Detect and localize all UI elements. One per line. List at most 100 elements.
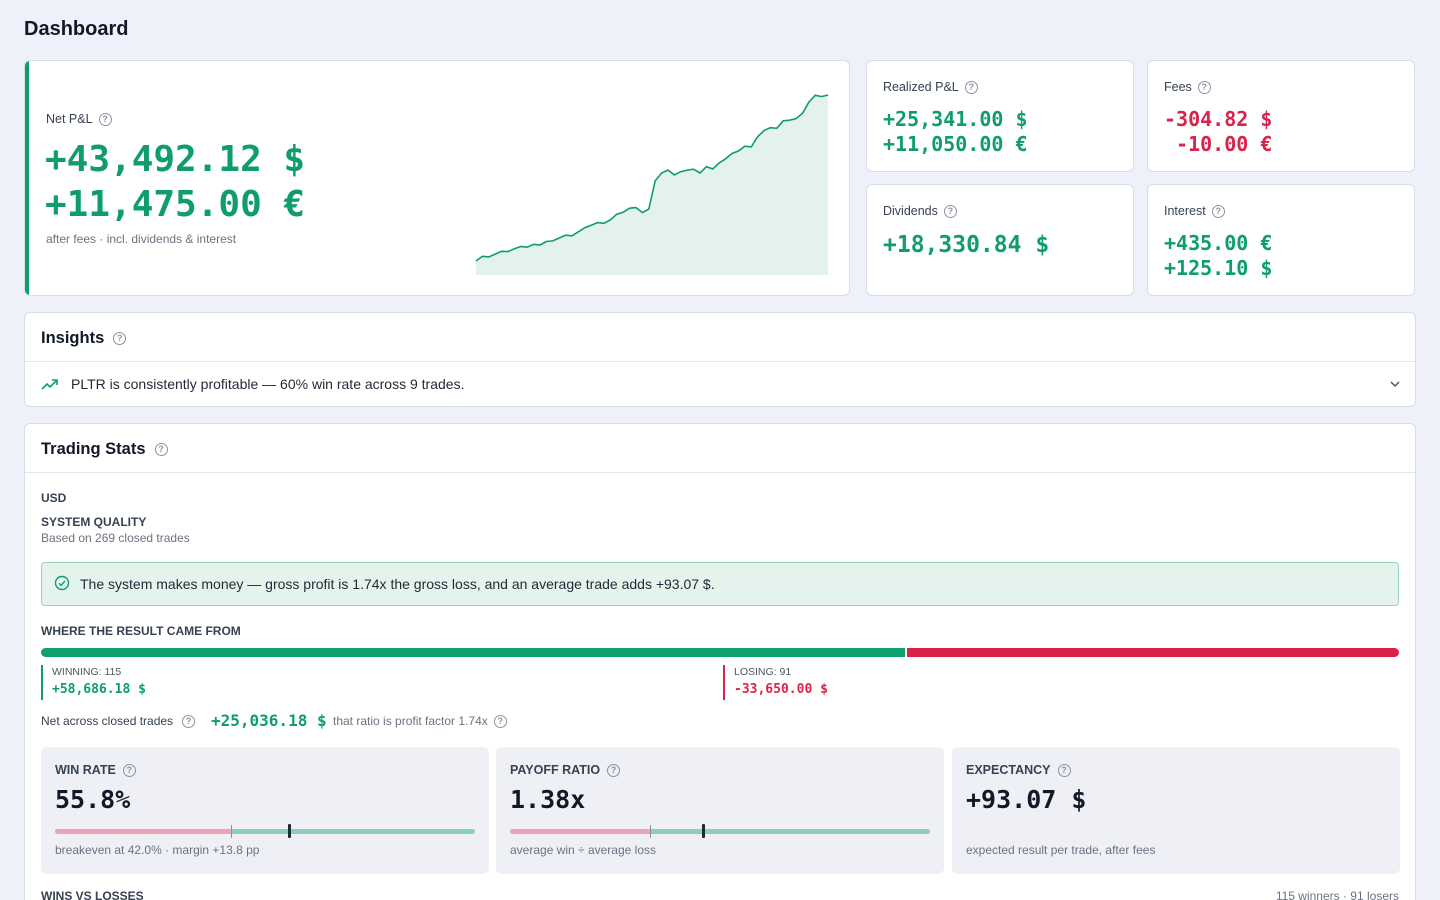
- realized-pnl-label: Realized P&L: [883, 80, 959, 94]
- losing-count: LOSING: 91: [734, 666, 792, 678]
- losing-segment: [907, 648, 1399, 657]
- dividends-label: Dividends: [883, 204, 938, 218]
- trading-stats-panel: Trading Stats? USD SYSTEM QUALITY Based …: [24, 423, 1416, 900]
- expectancy-note: expected result per trade, after fees: [966, 843, 1156, 857]
- question-circle-icon[interactable]: ?: [1057, 764, 1071, 778]
- segment-gap: [905, 648, 907, 657]
- winning-segment: [41, 648, 905, 657]
- chevron-down-icon[interactable]: [1389, 378, 1401, 390]
- dividends-card: Dividends? +18,330.84 $: [866, 184, 1134, 296]
- divider: [25, 472, 1415, 473]
- interest-card: Interest? +435.00 € +125.10 $: [1147, 184, 1415, 296]
- realized-pnl-usd: +25,341.00 $: [883, 107, 1028, 131]
- winning-count: WINNING: 115: [52, 666, 122, 678]
- insights-title-row: Insights?: [41, 329, 127, 348]
- win-rate-note: breakeven at 42.0% · margin +13.8 pp: [55, 843, 260, 857]
- question-circle-icon[interactable]: ?: [122, 764, 136, 778]
- net-across-value: +25,036.18 $: [211, 711, 327, 730]
- question-circle-icon[interactable]: ?: [113, 332, 127, 346]
- interest-eur: +435.00 €: [1164, 231, 1273, 255]
- check-circle-icon: [54, 575, 70, 591]
- gauge-positive-zone: [650, 829, 930, 834]
- sparkline-line: [475, 94, 829, 262]
- losing-legend: LOSING: 91 -33,650.00 $: [723, 665, 828, 700]
- net-pnl-label: Net P&L: [46, 112, 93, 126]
- win-rate-label-row: WIN RATE?: [55, 763, 136, 778]
- winning-value: +58,686.18 $: [52, 682, 146, 697]
- payoff-ratio-tile: PAYOFF RATIO? 1.38x average win ÷ averag…: [496, 747, 944, 874]
- profit-factor-note: that ratio is profit factor 1.74x: [333, 714, 488, 728]
- trading-stats-title-row: Trading Stats?: [41, 440, 168, 459]
- insights-panel: Insights? PLTR is consistently profitabl…: [24, 312, 1416, 407]
- wins-vs-losses-title: WINS VS LOSSES: [41, 889, 144, 900]
- net-across-label: Net across closed trades: [41, 714, 174, 728]
- question-circle-icon[interactable]: ?: [1211, 205, 1225, 219]
- win-rate-value: 55.8%: [55, 785, 131, 814]
- insight-text: PLTR is consistently profitable — 60% wi…: [71, 376, 465, 392]
- net-pnl-subtitle: after fees · incl. dividends & interest: [46, 232, 237, 246]
- realized-pnl-eur: +11,050.00 €: [883, 132, 1028, 156]
- trending-up-icon: [41, 379, 58, 390]
- interest-usd: +125.10 $: [1164, 256, 1273, 280]
- expectancy-tile: EXPECTANCY? +93.07 $ expected result per…: [952, 747, 1400, 874]
- net-pnl-usd: +43,492.12 $: [45, 139, 306, 180]
- winning-legend: WINNING: 115 +58,686.18 $: [41, 665, 146, 700]
- breakeven-tick: [231, 825, 232, 838]
- divider: [25, 361, 1415, 362]
- win-rate-label: WIN RATE: [55, 763, 116, 777]
- system-verdict-text: The system makes money — gross profit is…: [80, 576, 715, 592]
- profit-factor-note-wrap: that ratio is profit factor 1.74x?: [333, 714, 507, 729]
- net-across-row: Net across closed trades? +25,036.18 $ t…: [41, 710, 1341, 730]
- question-circle-icon[interactable]: ?: [943, 205, 957, 219]
- net-across-label-wrap: Net across closed trades?: [41, 714, 196, 729]
- page-title: Dashboard: [24, 18, 129, 40]
- breakeven-tick: [650, 825, 651, 838]
- net-pnl-sparkline: [475, 94, 829, 275]
- wins-vs-losses-counts: 115 winners · 91 losers: [1275, 889, 1399, 900]
- payoff-ratio-gauge: [510, 829, 930, 834]
- payoff-ratio-label-row: PAYOFF RATIO?: [510, 763, 621, 778]
- expectancy-label-row: EXPECTANCY?: [966, 763, 1071, 778]
- expectancy-value: +93.07 $: [966, 785, 1087, 814]
- win-loss-bar: [41, 648, 1399, 657]
- question-circle-icon[interactable]: ?: [964, 81, 978, 95]
- trading-stats-title: Trading Stats: [41, 440, 146, 458]
- payoff-ratio-label: PAYOFF RATIO: [510, 763, 601, 777]
- question-circle-icon[interactable]: ?: [98, 113, 112, 127]
- realized-pnl-card: Realized P&L? +25,341.00 $ +11,050.00 €: [866, 60, 1134, 172]
- realized-pnl-label-row: Realized P&L?: [883, 80, 978, 95]
- net-pnl-label-row: Net P&L?: [46, 112, 112, 127]
- question-circle-icon[interactable]: ?: [1197, 81, 1211, 95]
- positive-accent-bar: [25, 61, 29, 295]
- gauge-negative-zone: [510, 829, 650, 834]
- dividends-label-row: Dividends?: [883, 204, 957, 219]
- system-quality-subtitle: Based on 269 closed trades: [41, 531, 190, 545]
- interest-label-row: Interest?: [1164, 204, 1225, 219]
- fees-label: Fees: [1164, 80, 1192, 94]
- payoff-ratio-marker: [702, 824, 705, 838]
- question-circle-icon[interactable]: ?: [182, 715, 196, 729]
- payoff-ratio-value: 1.38x: [510, 785, 586, 814]
- losing-value: -33,650.00 $: [734, 682, 828, 697]
- fees-label-row: Fees?: [1164, 80, 1211, 95]
- fees-eur: -10.00 €: [1164, 132, 1273, 156]
- question-circle-icon[interactable]: ?: [607, 764, 621, 778]
- question-circle-icon[interactable]: ?: [493, 715, 507, 729]
- sparkline-area: [476, 95, 828, 275]
- gauge-negative-zone: [55, 829, 231, 834]
- payoff-ratio-note: average win ÷ average loss: [510, 843, 656, 857]
- gauge-positive-zone: [231, 829, 475, 834]
- currency-label: USD: [41, 491, 67, 505]
- fees-usd: -304.82 $: [1164, 107, 1273, 131]
- system-verdict-banner: The system makes money — gross profit is…: [41, 562, 1399, 606]
- expectancy-label: EXPECTANCY: [966, 763, 1051, 777]
- interest-label: Interest: [1164, 204, 1206, 218]
- win-rate-gauge: [55, 829, 475, 834]
- insights-title: Insights: [41, 329, 105, 347]
- net-pnl-card: Net P&L? +43,492.12 $ +11,475.00 € after…: [24, 60, 850, 296]
- dividends-usd: +18,330.84 $: [883, 232, 1050, 258]
- fees-card: Fees? -304.82 $ -10.00 €: [1147, 60, 1415, 172]
- question-circle-icon[interactable]: ?: [154, 443, 168, 457]
- win-rate-tile: WIN RATE? 55.8% breakeven at 42.0% · mar…: [41, 747, 489, 874]
- insight-item[interactable]: PLTR is consistently profitable — 60% wi…: [41, 375, 1401, 395]
